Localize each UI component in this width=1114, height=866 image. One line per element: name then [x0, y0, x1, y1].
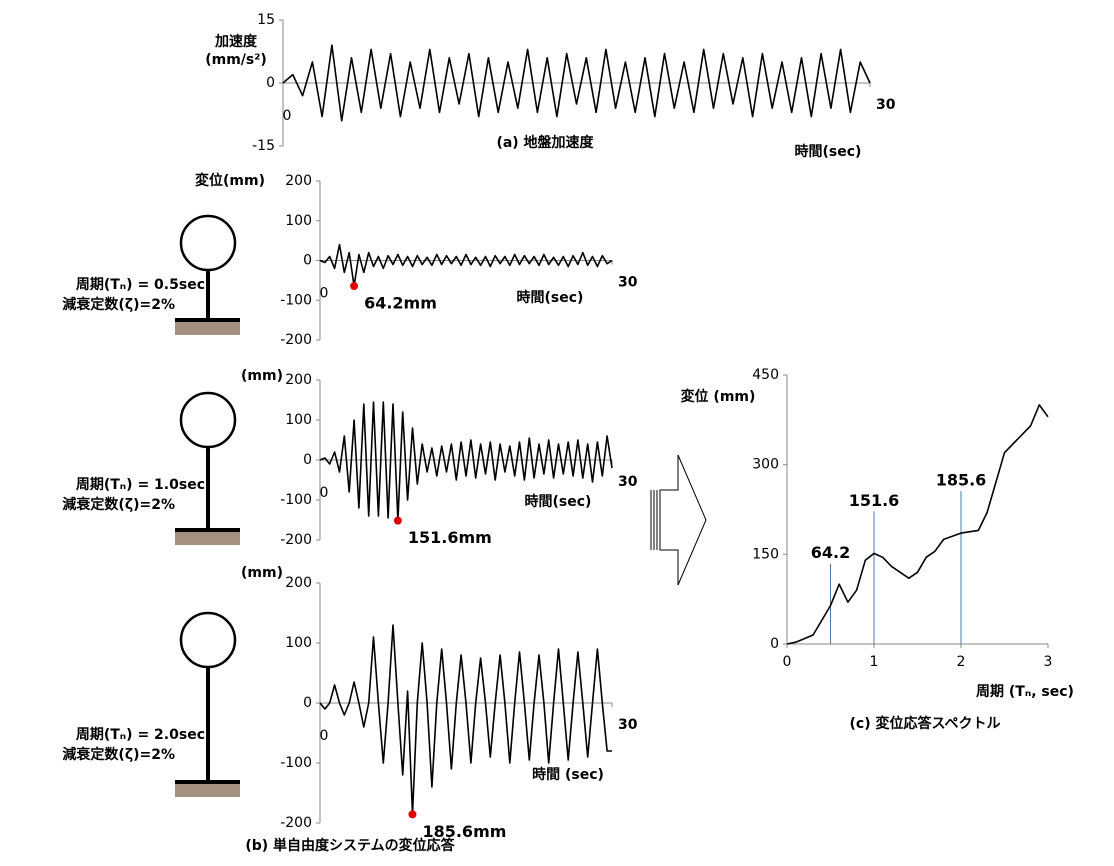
chart-title: (a) 地盤加速度 — [496, 134, 594, 151]
x-tick-label: 30 — [618, 717, 638, 733]
period-label: 周期(Tₙ) = 2.0sec — [76, 727, 205, 743]
ground — [175, 784, 240, 797]
x-axis-label: 時間(sec) — [525, 493, 592, 510]
data-line — [319, 243, 613, 287]
y-tick-label: -100 — [280, 755, 312, 771]
y-tick-label: 100 — [285, 213, 312, 229]
x-axis-label: 時間(sec) — [517, 289, 584, 306]
y-tick-label: 0 — [303, 253, 312, 269]
damping-label: 減衰定数(ζ)=2% — [62, 496, 175, 513]
period-label: 周期(Tₙ) = 0.5sec — [76, 277, 205, 293]
y-tick-label: -100 — [280, 292, 312, 308]
y-axis-label: 変位 (mm) — [681, 388, 756, 405]
data-line — [319, 624, 612, 816]
peak-marker — [408, 810, 417, 819]
y-tick-label: 15 — [257, 12, 275, 28]
y-tick-label: 200 — [285, 372, 312, 388]
peak-label: 185.6mm — [422, 822, 506, 841]
data-line — [786, 404, 1049, 645]
x-tick-label: 30 — [618, 474, 638, 490]
x-tick-label: 0 — [783, 654, 792, 670]
y-axis-label: (mm/s²) — [205, 52, 267, 68]
x-axis-label: 時間(sec) — [795, 143, 862, 160]
mass — [179, 611, 237, 669]
y-tick-label: 0 — [303, 695, 312, 711]
y-tick-label: 100 — [285, 412, 312, 428]
x-tick-label: 0 — [320, 728, 329, 744]
chart-title: (c) 変位応答スペクトル — [850, 715, 1001, 732]
data-line — [282, 44, 871, 122]
sdof-drawings — [175, 214, 240, 797]
x-tick-label: 1 — [870, 654, 879, 670]
y-tick-label: 300 — [752, 457, 779, 473]
annotation-label: 151.6 — [849, 491, 900, 510]
x-tick-label: 2 — [957, 654, 966, 670]
ground — [175, 532, 240, 545]
y-tick-label: -15 — [252, 138, 275, 154]
chart-caption: (b) 単自由度システムの変位応答 — [245, 837, 455, 854]
y-tick-label: -200 — [280, 815, 312, 831]
period-label: 周期(Tₙ) = 1.0sec — [76, 477, 205, 493]
y-tick-label: -200 — [280, 532, 312, 548]
x-axis-label: 時間 (sec) — [532, 766, 604, 783]
y-tick-label: 450 — [752, 367, 779, 383]
y-tick-label: 100 — [285, 635, 312, 651]
annotation-label: 185.6 — [936, 471, 987, 490]
annotation-label: 64.2 — [811, 543, 850, 562]
peak-label: 64.2mm — [364, 294, 437, 313]
y-tick-label: 200 — [285, 173, 312, 189]
x-axis-label: 周期 (Tₙ, sec) — [976, 684, 1074, 700]
x-tick-label: 0 — [283, 108, 292, 124]
peak-marker — [393, 516, 402, 525]
y-tick-label: -100 — [280, 492, 312, 508]
y-axis-label: (mm) — [241, 368, 283, 384]
ground — [175, 322, 240, 335]
arrow-head — [659, 454, 707, 586]
damping-label: 減衰定数(ζ)=2% — [62, 746, 175, 763]
peak-marker — [350, 282, 359, 291]
y-axis-label: (mm) — [241, 565, 283, 581]
arrow — [650, 454, 707, 586]
y-tick-label: 0 — [770, 636, 779, 652]
y-tick-label: 150 — [752, 546, 779, 562]
y-tick-label: 200 — [285, 575, 312, 591]
x-tick-label: 0 — [320, 286, 329, 302]
y-axis-label: 変位(mm) — [195, 172, 265, 189]
y-tick-label: -200 — [280, 332, 312, 348]
y-tick-label: 0 — [303, 452, 312, 468]
mass — [179, 391, 237, 449]
mass — [179, 214, 237, 272]
x-tick-label: 30 — [618, 275, 638, 291]
y-axis-label: 加速度 — [214, 33, 258, 50]
damping-label: 減衰定数(ζ)=2% — [62, 296, 175, 313]
x-tick-label: 30 — [876, 97, 896, 113]
x-tick-label: 0 — [320, 485, 329, 501]
peak-label: 151.6mm — [408, 528, 492, 547]
y-tick-label: 0 — [266, 75, 275, 91]
x-tick-label: 3 — [1044, 654, 1053, 670]
data-line — [319, 401, 613, 522]
